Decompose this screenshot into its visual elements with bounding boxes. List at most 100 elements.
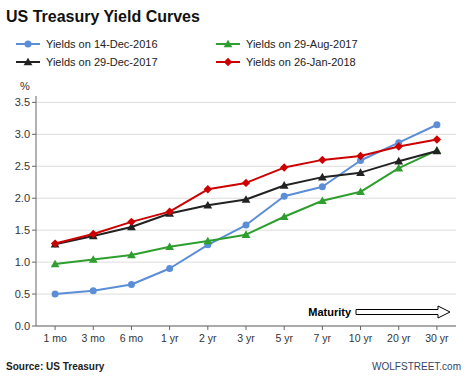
point (203, 237, 212, 245)
point (51, 260, 60, 268)
y-tick-label: 1.0 (15, 256, 30, 268)
x-tick (322, 326, 323, 330)
point (318, 196, 327, 204)
series (51, 146, 442, 267)
point (166, 265, 173, 272)
x-tick (207, 326, 208, 330)
y-tick-label: 0.5 (15, 288, 30, 300)
x-tick-label: 30 yr (425, 332, 449, 344)
point (90, 287, 97, 294)
x-tick (284, 326, 285, 330)
x-tick-label: 3 mo (82, 332, 106, 344)
point (165, 242, 174, 250)
grid-line (36, 294, 456, 295)
point (243, 222, 250, 229)
point (433, 135, 441, 143)
y-tick (32, 102, 36, 103)
legend-label: Yields on 14-Dec-2016 (46, 38, 158, 50)
point (242, 230, 251, 238)
x-tick-label: 6 mo (120, 332, 144, 344)
point (280, 212, 289, 220)
series-line (55, 139, 437, 243)
point (319, 183, 326, 190)
y-tick (32, 294, 36, 295)
grid-line (36, 134, 456, 135)
point (318, 156, 326, 164)
y-tick-label: 0.0 (15, 320, 30, 332)
legend-marker (224, 40, 233, 48)
legend-label: Yields on 29-Dec-2017 (46, 56, 158, 68)
x-tick-label: 20 yr (387, 332, 411, 344)
point (89, 230, 97, 238)
y-tick (32, 230, 36, 231)
x-tick (246, 326, 247, 330)
x-tick-label: 3 yr (237, 332, 255, 344)
x-tick (436, 326, 437, 330)
legend-marker (25, 41, 32, 48)
annotation: Maturity (308, 306, 352, 318)
point (356, 168, 365, 176)
x-tick (360, 326, 361, 330)
title: US Treasury Yield Curves (6, 8, 200, 25)
point (281, 193, 288, 200)
y-tick (32, 326, 36, 327)
credit: WOLFSTREET.com (372, 361, 461, 372)
source: Source: US Treasury (6, 361, 105, 372)
y-tick (32, 134, 36, 135)
maturity-arrow (356, 306, 450, 318)
grid-line (36, 102, 456, 103)
point (204, 185, 212, 193)
point (203, 201, 212, 209)
point (433, 147, 442, 155)
y-tick (32, 166, 36, 167)
x-tick-label: 10 yr (349, 332, 373, 344)
y-axis-line (36, 96, 37, 326)
series-line (55, 125, 437, 294)
y-tick-label: 1.5 (15, 224, 30, 236)
x-tick (169, 326, 170, 330)
y-tick (32, 262, 36, 263)
point (128, 281, 135, 288)
grid-line (36, 262, 456, 263)
x-tick (398, 326, 399, 330)
point (52, 291, 59, 298)
point (433, 146, 442, 154)
x-tick (93, 326, 94, 330)
point (356, 187, 365, 195)
chart: US Treasury Yield Curves 0.0 0.5 1.0 1.5 2.0 2… (0, 0, 467, 378)
series (51, 135, 441, 248)
y-tick-label: 2.0 (15, 192, 30, 204)
point (127, 218, 135, 226)
point (51, 239, 59, 247)
series (52, 121, 441, 297)
point (127, 251, 136, 259)
plot-area (51, 121, 442, 297)
x-tick-label: 1 mo (43, 332, 67, 344)
grid (36, 102, 456, 326)
y-label: % (20, 80, 30, 92)
point (394, 164, 403, 172)
legend: Yields on 14-Dec-2016 Yields on 29-Aug-20… (16, 38, 358, 68)
point (280, 181, 289, 189)
legend-label: Yields on 26-Jan-2018 (246, 56, 356, 68)
point (356, 152, 364, 160)
legend-label: Yields on 29-Aug-2017 (246, 38, 358, 50)
x-tick-label: 1 yr (161, 332, 179, 344)
point (165, 207, 173, 215)
x-tick (131, 326, 132, 330)
point (242, 179, 250, 187)
point (318, 173, 327, 181)
y-tick-label: 2.5 (15, 160, 30, 172)
grid-line (36, 166, 456, 167)
point (433, 121, 440, 128)
point (394, 157, 403, 165)
x-tick (55, 326, 56, 330)
series (51, 147, 442, 248)
legend-marker (224, 58, 232, 66)
x-tick-label: 2 yr (199, 332, 217, 344)
point (395, 142, 403, 150)
point (51, 240, 60, 248)
point (280, 163, 288, 171)
x-tick-label: 7 yr (314, 332, 332, 344)
legend-marker (24, 58, 33, 66)
